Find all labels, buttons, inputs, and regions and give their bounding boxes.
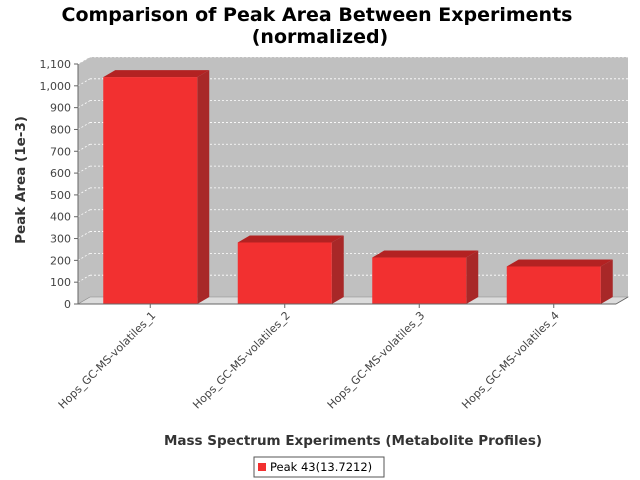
legend-box — [253, 456, 385, 478]
y-tick-label: 1,100 — [40, 58, 72, 71]
x-tick-label: Hops_GC-MS-volatiles_3 — [325, 309, 428, 412]
legend-label: Peak 43(13.7212) — [270, 460, 372, 474]
y-axis: 0 100 200 300 400 500 600 700 800 900 1,000 1,100 — [40, 58, 79, 311]
bar-front — [237, 242, 332, 304]
y-axis-title: Peak Area (1e-3) — [13, 116, 29, 244]
bar-top — [372, 250, 479, 258]
legend-swatch — [258, 463, 266, 471]
bar — [237, 235, 344, 304]
bar — [506, 259, 613, 304]
bar-front — [372, 257, 467, 304]
y-tick-label: 800 — [50, 123, 71, 136]
bar-side — [600, 259, 613, 304]
plot-background — [78, 57, 628, 304]
bar — [103, 70, 210, 304]
x-axis: Hops_GC-MS-volatiles_1 Hops_GC-MS-volatil… — [56, 303, 616, 412]
y-tick-label: 200 — [50, 254, 71, 267]
legend: Peak 43(13.7212) — [253, 456, 385, 478]
y-tick-label: 100 — [50, 276, 71, 289]
y-tick-label: 700 — [50, 145, 71, 158]
bar — [372, 250, 479, 304]
bar-top — [237, 235, 344, 243]
x-tick-label: Hops_GC-MS-volatiles_4 — [459, 309, 562, 412]
y-tick-label: 400 — [50, 211, 71, 224]
plot-corner — [615, 296, 629, 305]
bar-front — [506, 266, 601, 304]
y-tick-label: 900 — [50, 102, 71, 115]
bar-front — [103, 77, 198, 304]
y-tick-label: 600 — [50, 167, 71, 180]
y-tick-label: 300 — [50, 233, 71, 246]
y-tick-label: 0 — [64, 298, 71, 311]
bars — [103, 70, 613, 304]
bar-top — [506, 259, 613, 267]
x-tick-label: Hops_GC-MS-volatiles_1 — [56, 309, 159, 412]
chart-subtitle: (normalized) — [252, 26, 389, 48]
plot-area — [76, 57, 630, 305]
x-axis-title: Mass Spectrum Experiments (Metabolite Pr… — [164, 433, 542, 449]
bar-side — [466, 250, 479, 304]
bar-side — [197, 70, 210, 304]
chart-title: Comparison of Peak Area Between Experime… — [62, 4, 573, 26]
x-tick-label: Hops_GC-MS-volatiles_2 — [190, 309, 293, 412]
bar-side — [331, 235, 344, 304]
y-tick-label: 500 — [50, 189, 71, 202]
y-tick-label: 1,000 — [40, 80, 72, 93]
bar-top — [103, 70, 210, 78]
